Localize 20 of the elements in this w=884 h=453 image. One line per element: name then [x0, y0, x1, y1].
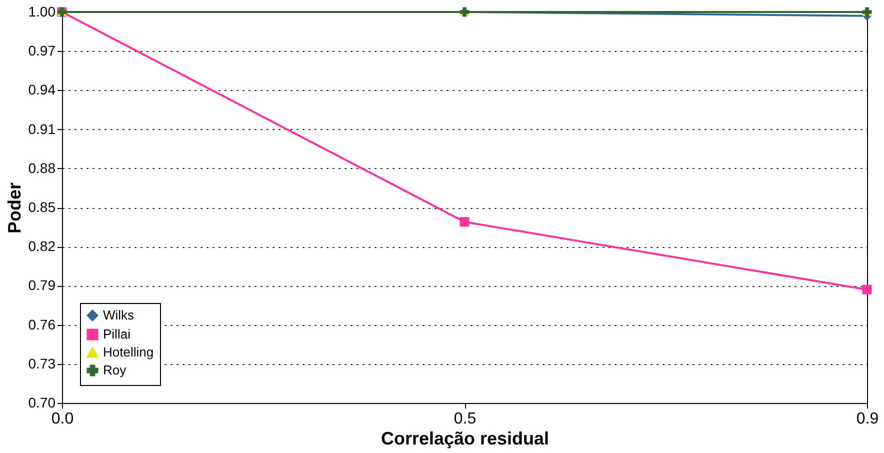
legend-label: Hotelling	[103, 344, 154, 360]
y-tick-label: 0.79	[28, 277, 56, 294]
x-tick-label: 0.9	[856, 410, 879, 428]
y-tick-label: 1.00	[28, 4, 56, 20]
y-axis-title: Poder	[4, 182, 24, 234]
y-tick-label: 0.97	[28, 42, 56, 59]
y-tick-label: 0.76	[28, 316, 56, 332]
x-axis-title: Correlação residual	[380, 428, 550, 448]
x-tick-label: 0.0	[51, 410, 74, 428]
x-tick-label: 0.5	[454, 410, 476, 428]
y-tick-label: 0.85	[28, 199, 56, 215]
legend-label: Pillai	[103, 326, 131, 342]
y-tick-label: 0.70	[28, 394, 56, 410]
y-tick-label: 0.91	[28, 120, 56, 137]
legend-label: Roy	[103, 362, 127, 378]
y-tick-label: 0.88	[28, 160, 56, 176]
y-tick-label: 0.94	[28, 82, 56, 98]
y-tick-label: 0.73	[28, 355, 56, 372]
y-tick-label: 0.82	[28, 238, 56, 254]
legend-label: Wilks	[103, 308, 135, 322]
